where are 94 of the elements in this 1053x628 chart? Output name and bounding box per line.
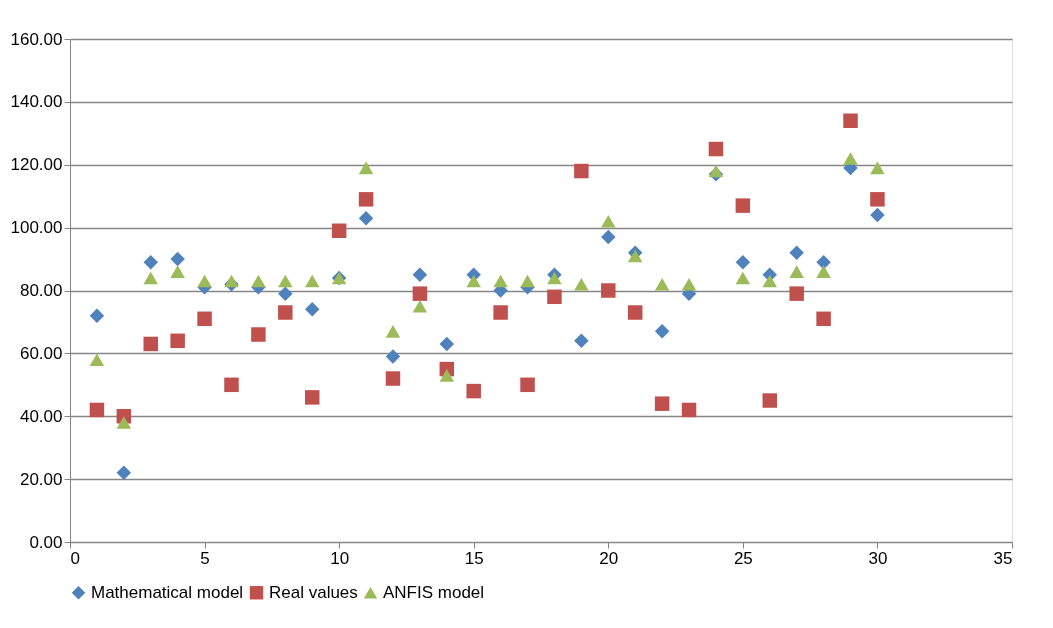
- point: [224, 377, 239, 393]
- point: [197, 274, 212, 288]
- point: [466, 383, 481, 399]
- y-tick-label: 0.00: [29, 532, 63, 552]
- point: [654, 324, 670, 339]
- y-tick-label: 160.00: [10, 29, 63, 49]
- point: [143, 336, 158, 352]
- point: [439, 369, 455, 382]
- point: [735, 271, 751, 285]
- point: [278, 305, 293, 320]
- point: [466, 274, 481, 288]
- y-tick-label: 140.00: [10, 92, 63, 112]
- point: [224, 274, 239, 288]
- point: [789, 265, 804, 278]
- point: [574, 277, 589, 291]
- y-tick-label: 60.00: [19, 343, 63, 363]
- point: [170, 333, 185, 349]
- point: [574, 333, 589, 349]
- point: [843, 113, 858, 128]
- point: [789, 286, 804, 301]
- x-tick-label: 0: [70, 548, 80, 568]
- x-tick-label: 25: [733, 548, 753, 568]
- point: [358, 161, 374, 175]
- point: [251, 327, 266, 342]
- point: [547, 289, 562, 305]
- point: [251, 274, 266, 288]
- legend-label: Real values: [269, 582, 358, 602]
- x-tick-label: 30: [868, 548, 888, 568]
- point: [304, 302, 320, 317]
- point: [385, 371, 401, 386]
- point: [143, 271, 158, 285]
- point: [574, 163, 589, 179]
- x-tick-label: 35: [993, 548, 1013, 568]
- point: [601, 215, 616, 228]
- point: [116, 416, 132, 429]
- point: [520, 377, 535, 393]
- point: [789, 245, 804, 261]
- point: [278, 286, 293, 301]
- point: [89, 402, 105, 418]
- point: [89, 308, 105, 323]
- point: [708, 164, 724, 178]
- point: [170, 251, 185, 267]
- point: [412, 286, 428, 301]
- point: [439, 336, 455, 352]
- point: [358, 210, 374, 226]
- point: [385, 325, 401, 338]
- point: [412, 267, 428, 283]
- legend-label: ANFIS model: [383, 582, 485, 602]
- point: [601, 229, 616, 245]
- x-tick-label: 20: [599, 548, 619, 568]
- point: [278, 274, 293, 288]
- point: [143, 254, 158, 270]
- point: [493, 305, 508, 320]
- point: [681, 277, 697, 291]
- point: [197, 311, 212, 327]
- point: [681, 402, 697, 418]
- point: [331, 223, 347, 239]
- point: [627, 249, 643, 263]
- point: [520, 274, 535, 288]
- point: [843, 152, 858, 165]
- x-tick-label: 5: [200, 548, 210, 568]
- point: [735, 254, 751, 270]
- point: [547, 271, 562, 285]
- point: [708, 141, 724, 157]
- point: [304, 274, 320, 288]
- point: [762, 274, 778, 288]
- point: [762, 393, 778, 408]
- point: [654, 277, 670, 291]
- point: [116, 465, 132, 481]
- y-tick-label: 40.00: [19, 406, 63, 426]
- point: [493, 274, 508, 288]
- point: [627, 305, 643, 320]
- y-tick-label: 20.00: [19, 469, 63, 489]
- point: [870, 161, 885, 175]
- point: [304, 390, 320, 405]
- x-tick-label: 15: [464, 548, 484, 568]
- y-tick-label: 100.00: [10, 218, 63, 238]
- point: [870, 192, 885, 207]
- point: [385, 349, 401, 364]
- x-tick-label: 10: [330, 548, 350, 568]
- point: [735, 198, 751, 213]
- point: [816, 311, 831, 327]
- point: [412, 299, 428, 313]
- y-tick-label: 120.00: [10, 155, 63, 175]
- point: [601, 283, 616, 298]
- point: [816, 265, 831, 278]
- y-tick-label: 80.00: [19, 281, 63, 300]
- point: [358, 192, 374, 207]
- legend-label: Mathematical model: [91, 582, 244, 602]
- point: [170, 265, 185, 278]
- point: [870, 207, 885, 223]
- point: [816, 254, 831, 270]
- point: [654, 396, 670, 411]
- point: [89, 353, 105, 366]
